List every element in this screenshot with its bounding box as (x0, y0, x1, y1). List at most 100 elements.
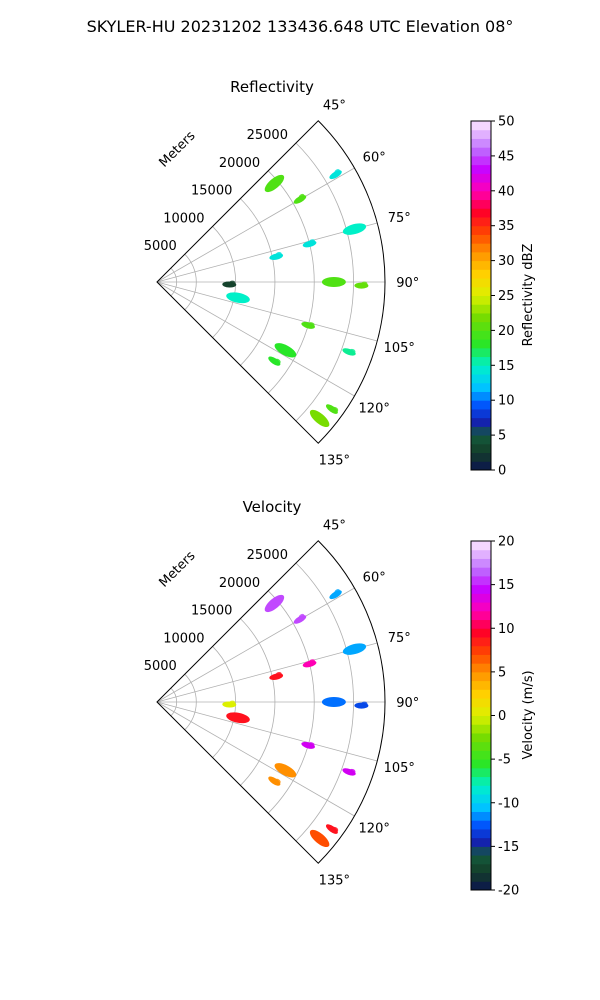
echo-speckle (283, 766, 295, 774)
echo-speckle (349, 348, 356, 354)
colorbar-band (471, 593, 491, 603)
colorbar-band (471, 147, 491, 157)
colorbar-band (471, 802, 491, 812)
colorbar-band (471, 541, 491, 551)
echo-cell (309, 409, 330, 428)
angular-tick-label: 75° (388, 631, 411, 646)
angular-grid-line (156, 281, 355, 397)
echo-cell (325, 404, 338, 414)
colorbar-band (471, 724, 491, 734)
colorbar-band (471, 732, 491, 743)
colorbar-tick-label: 15 (498, 578, 515, 593)
radial-tick-label: 20000 (219, 576, 260, 591)
colorbar-tick-label: 0 (498, 464, 506, 479)
echo-speckle (235, 294, 248, 299)
colorbar-tick-label: -15 (498, 840, 519, 855)
colorbar-band (471, 321, 491, 331)
colorbar-band (471, 129, 491, 139)
colorbar-band (471, 881, 491, 891)
colorbar-band (471, 199, 491, 209)
colorbar-tick-label: 0 (498, 709, 506, 724)
colorbar-band (471, 295, 491, 305)
colorbar-band (471, 872, 491, 882)
reflectivity-colorbar-label: Reflectivity dBZ (521, 244, 536, 347)
polar-spine (156, 540, 386, 864)
angular-tick-label: 90° (396, 696, 419, 711)
echo-speckle (351, 223, 363, 229)
colorbar-band (471, 785, 491, 795)
colorbar-band (471, 452, 491, 462)
radial-tick-label: 20000 (219, 156, 260, 171)
echo-cell (268, 356, 281, 366)
angular-tick-label: 135° (319, 873, 350, 888)
colorbar-band (471, 567, 491, 577)
colorbar-band (471, 164, 491, 174)
echo-speckle (351, 643, 363, 649)
colorbar-band (471, 828, 491, 839)
colorbar-tick-label: -10 (498, 796, 519, 811)
echo-speckle (349, 768, 356, 774)
colorbar-band (471, 855, 491, 865)
echo-speckle (334, 589, 340, 594)
colorbar-band (471, 225, 491, 235)
angular-grid-line (156, 222, 378, 283)
colorbar-band (471, 312, 491, 323)
colorbar-band (471, 715, 491, 725)
colorbar-band (471, 216, 491, 227)
radial-tick-label: 15000 (191, 184, 232, 199)
echo-cell (309, 829, 330, 848)
colorbar-band (471, 706, 491, 716)
echo-cell (342, 768, 356, 776)
colorbar-band (471, 400, 491, 410)
colorbar-band (471, 278, 491, 288)
colorbar-band (471, 680, 491, 690)
echo-speckle (330, 698, 343, 702)
colorbar-band (471, 269, 491, 279)
colorbar-band (471, 689, 491, 699)
colorbar-band (471, 155, 491, 166)
colorbar-band (471, 304, 491, 314)
colorbar-band (471, 182, 491, 192)
colorbar-tick-label: 35 (498, 219, 515, 234)
colorbar-band (471, 628, 491, 638)
colorbar-band (471, 663, 491, 673)
echo-cell (264, 174, 285, 193)
angular-tick-label: 120° (359, 401, 390, 416)
colorbar-band (471, 549, 491, 559)
colorbar-band (471, 286, 491, 296)
angular-tick-label: 60° (363, 151, 386, 166)
colorbar-band (471, 794, 491, 804)
radial-tick-label: 25000 (247, 548, 288, 563)
polar-spine (156, 120, 386, 444)
colorbar-band (471, 251, 491, 262)
radial-tick-label: 25000 (247, 128, 288, 143)
angular-tick-label: 75° (388, 211, 411, 226)
colorbar-band (471, 339, 491, 349)
colorbar-band (471, 426, 491, 436)
angular-tick-label: 105° (384, 761, 415, 776)
echo-cell (342, 348, 356, 356)
colorbar-tick-label: 40 (498, 184, 515, 199)
echo-speckle (275, 358, 281, 364)
colorbar-band (471, 347, 491, 358)
echo-cell (268, 776, 281, 786)
colorbar-band (471, 260, 491, 270)
echo-speckle (334, 169, 340, 174)
echo-speckle (298, 613, 305, 619)
colorbar-band (471, 671, 491, 682)
colorbar-band (471, 767, 491, 778)
colorbar-band (471, 837, 491, 847)
colorbar-tick-label: 30 (498, 254, 515, 269)
colorbar-band (471, 750, 491, 760)
colorbar-band (471, 121, 491, 131)
colorbar-tick-label: 50 (498, 115, 515, 130)
echo-speckle (318, 414, 328, 423)
echo-speckle (332, 406, 339, 412)
colorbar-band (471, 173, 491, 183)
colorbar-band (471, 435, 491, 445)
velocity-colorbar: -20 -15 -10 -5 0 5 10 15 20 (470, 535, 519, 899)
angular-tick-label: 105° (384, 341, 415, 356)
angular-grid-line (156, 167, 355, 283)
echo-speckle (361, 701, 368, 706)
colorbar-tick-label: -20 (498, 884, 519, 899)
